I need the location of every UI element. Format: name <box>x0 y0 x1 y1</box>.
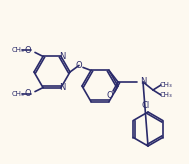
Text: CH₃: CH₃ <box>12 47 24 53</box>
Text: CH₃: CH₃ <box>160 82 172 88</box>
Text: O: O <box>25 89 31 98</box>
Text: N: N <box>59 52 65 61</box>
Text: Cl: Cl <box>142 102 150 111</box>
Text: CH₃: CH₃ <box>160 92 172 98</box>
Text: O: O <box>107 91 113 100</box>
Text: O: O <box>76 61 82 70</box>
Text: O: O <box>25 46 31 55</box>
Text: N: N <box>59 83 65 92</box>
Text: CH₃: CH₃ <box>12 91 24 97</box>
Text: N: N <box>140 78 146 86</box>
